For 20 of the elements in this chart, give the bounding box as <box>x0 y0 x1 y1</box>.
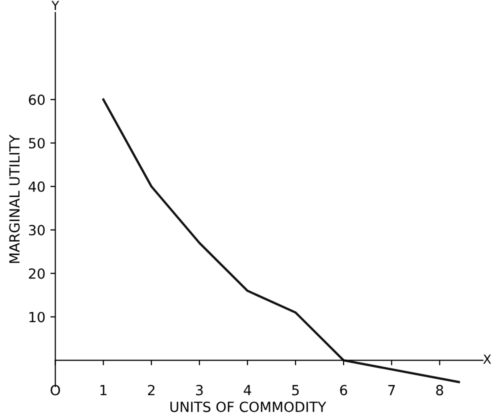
x-tick-label: 7 <box>388 385 395 396</box>
y-tick-label: 20 <box>28 268 45 279</box>
x-tick-label: 1 <box>100 385 107 396</box>
x-tick-label: 4 <box>244 385 252 396</box>
x-axis-title: UNITS OF COMMODITY <box>170 402 326 412</box>
line-series <box>102 98 460 384</box>
y-tick-label: 50 <box>29 138 45 148</box>
y-tick-label: 10 <box>29 312 45 322</box>
x-tick-label: 2 <box>148 384 154 396</box>
x-tick-label: O <box>50 384 60 396</box>
x-tick-label: 3 <box>196 384 203 396</box>
text: X <box>483 354 492 364</box>
y-tick-label: 60 <box>28 94 45 106</box>
text: Y <box>51 0 60 10</box>
x-tick-label: 6 <box>340 384 348 396</box>
x-tick-label: 8 <box>436 384 444 396</box>
y-tick-label: 40 <box>28 181 45 192</box>
y-tick-label: 30 <box>28 224 45 236</box>
x-tick-label: 5 <box>292 385 299 396</box>
y-axis-title: MARGINAL UTILITY <box>9 134 20 263</box>
